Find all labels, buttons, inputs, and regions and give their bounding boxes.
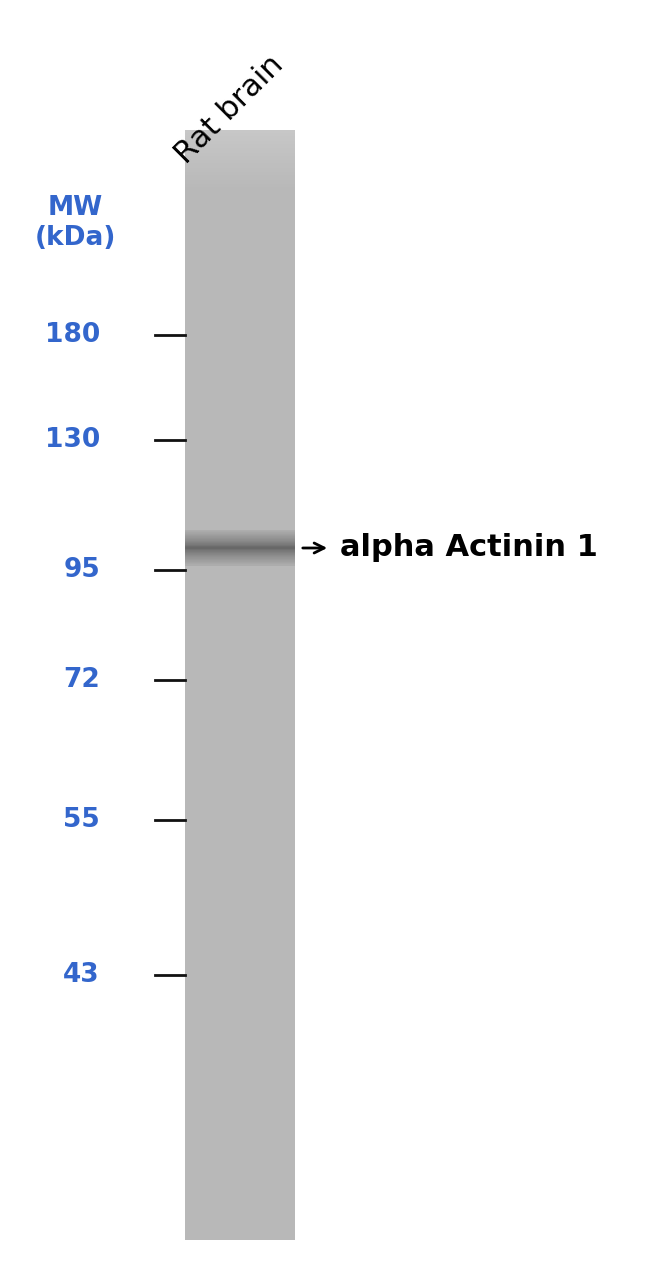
Bar — [185, 154, 295, 156]
Bar — [185, 153, 295, 154]
Bar — [185, 134, 295, 136]
Text: 55: 55 — [63, 807, 100, 833]
Text: 130: 130 — [45, 427, 100, 453]
Bar — [185, 176, 295, 179]
Bar — [185, 172, 295, 173]
Bar — [185, 166, 295, 168]
Bar — [185, 180, 295, 181]
Bar — [185, 130, 295, 133]
Bar — [185, 159, 295, 162]
Bar — [185, 184, 295, 186]
Bar — [185, 158, 295, 161]
Bar — [185, 179, 295, 180]
Bar — [185, 147, 295, 148]
Bar — [185, 145, 295, 147]
Bar — [185, 173, 295, 176]
Text: alpha Actinin 1: alpha Actinin 1 — [340, 533, 598, 562]
Text: 180: 180 — [45, 323, 100, 348]
Bar — [185, 157, 295, 159]
Bar — [185, 130, 295, 1241]
Bar — [185, 156, 295, 158]
Bar — [185, 185, 295, 187]
Text: 43: 43 — [64, 963, 100, 988]
Bar — [185, 164, 295, 167]
Text: 72: 72 — [63, 667, 100, 694]
Bar — [185, 187, 295, 189]
Text: 95: 95 — [63, 557, 100, 583]
Bar — [185, 148, 295, 150]
Bar — [185, 163, 295, 164]
Bar — [185, 133, 295, 135]
Bar — [185, 131, 295, 134]
Bar — [185, 170, 295, 171]
Bar — [185, 162, 295, 163]
Bar — [185, 181, 295, 184]
Bar — [185, 138, 295, 139]
Bar — [185, 171, 295, 172]
Bar — [185, 149, 295, 152]
Bar — [185, 189, 295, 190]
Bar — [185, 136, 295, 138]
Bar — [185, 142, 295, 144]
Bar — [185, 139, 295, 142]
Bar — [185, 144, 295, 145]
Bar — [185, 140, 295, 143]
Bar — [185, 150, 295, 153]
Bar — [185, 182, 295, 185]
Bar — [185, 175, 295, 177]
Bar — [185, 167, 295, 170]
Text: Rat brain: Rat brain — [170, 50, 289, 170]
Text: MW
(kDa): MW (kDa) — [34, 195, 116, 251]
